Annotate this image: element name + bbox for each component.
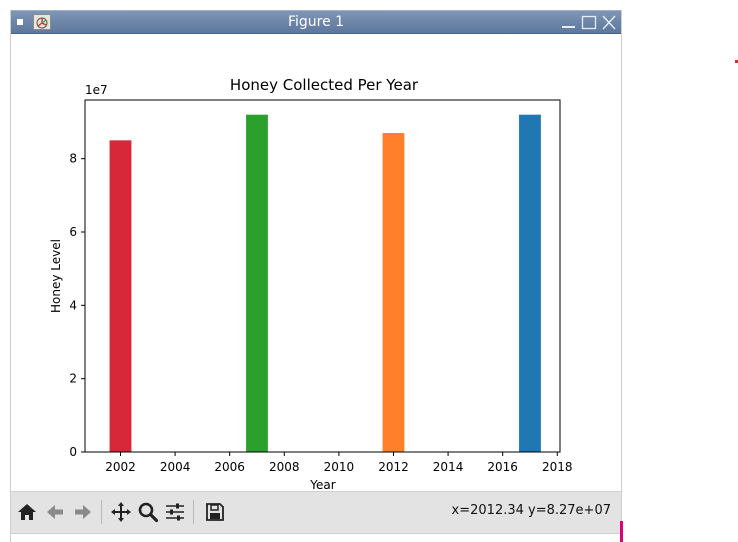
stray-pixel <box>735 60 738 63</box>
x-tick-label: 2008 <box>269 460 300 474</box>
back-arrow-icon[interactable] <box>43 500 67 524</box>
cursor-coordinates: x=2012.34 y=8.27e+07 <box>451 503 611 518</box>
toolbar-separator <box>193 500 194 524</box>
x-tick-label: 2004 <box>160 460 191 474</box>
x-tick-label: 2018 <box>542 460 573 474</box>
y-tick-label: 6 <box>69 225 77 239</box>
save-floppy-icon[interactable] <box>203 500 227 524</box>
stray-marker <box>620 521 623 542</box>
matplotlib-figure-icon <box>33 14 51 30</box>
bar-2002 <box>109 140 132 452</box>
window-title: Figure 1 <box>287 14 345 30</box>
navigation-toolbar: x=2012.34 y=8.27e+07 <box>11 491 621 533</box>
status-strip <box>11 533 621 542</box>
toolbar-separator <box>101 500 102 524</box>
x-tick-label: 2016 <box>487 460 518 474</box>
y-axis-label: Honey Level <box>49 239 63 313</box>
x-tick-label: 2012 <box>378 460 409 474</box>
home-icon[interactable] <box>15 500 39 524</box>
bar-2017 <box>519 114 541 453</box>
y-offset-label: 1e7 <box>85 83 108 97</box>
figure-window: Figure 1 Honey Collected Per Year 1e7 20… <box>10 10 622 542</box>
y-tick-label: 4 <box>69 298 77 312</box>
minimize-icon[interactable] <box>561 15 577 30</box>
forward-arrow-icon[interactable] <box>71 500 95 524</box>
window-menu-icon[interactable] <box>17 19 23 25</box>
zoom-magnifier-icon[interactable] <box>136 500 160 524</box>
configure-subplots-icon[interactable] <box>163 500 187 524</box>
close-icon[interactable] <box>601 15 617 30</box>
pan-move-icon[interactable] <box>109 500 133 524</box>
plot-canvas[interactable]: Honey Collected Per Year 1e7 2002 2004 200… <box>11 34 621 492</box>
x-axis-label: Year <box>309 478 335 491</box>
axes-frame <box>84 99 561 453</box>
x-tick-label: 2006 <box>214 460 245 474</box>
bar-chart: Honey Collected Per Year 1e7 2002 2004 200… <box>49 76 573 492</box>
title-bar[interactable]: Figure 1 <box>11 10 621 34</box>
x-tick-label: 2010 <box>324 460 355 474</box>
chart-title: Honey Collected Per Year <box>230 76 419 94</box>
maximize-icon[interactable] <box>581 15 597 30</box>
y-tick-label: 0 <box>69 445 77 459</box>
x-tick-label: 2014 <box>433 460 464 474</box>
y-tick-label: 2 <box>69 372 77 386</box>
y-tick-label: 8 <box>69 152 77 166</box>
bar-2007 <box>246 114 268 453</box>
bar-2012 <box>382 133 405 452</box>
x-tick-label: 2002 <box>105 460 136 474</box>
